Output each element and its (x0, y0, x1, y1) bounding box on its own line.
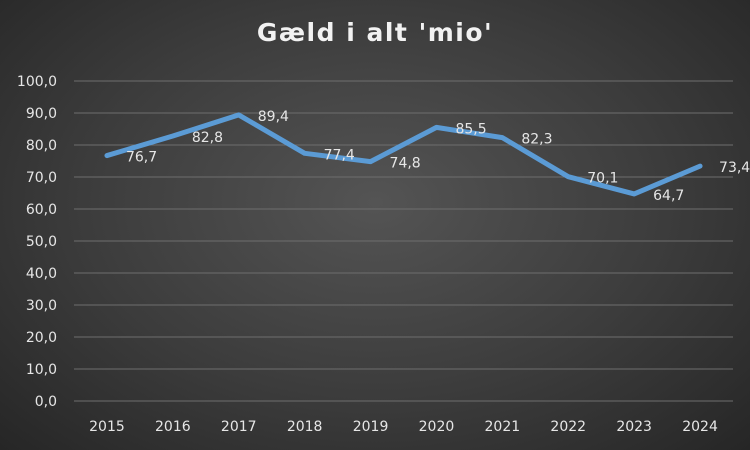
y-tick-label: 40,0 (26, 266, 57, 282)
y-tick-label: 50,0 (26, 234, 57, 250)
y-tick-label: 90,0 (26, 106, 57, 122)
x-tick-label: 2015 (89, 419, 125, 435)
series-line-path (104, 112, 703, 197)
data-label: 82,8 (192, 130, 223, 146)
data-label: 73,4 (719, 160, 750, 176)
data-label: 70,1 (587, 171, 618, 187)
data-label: 82,3 (521, 132, 552, 148)
x-tick-label: 2016 (155, 419, 191, 435)
y-axis: 0,0 10,0 20,0 30,0 40,0 50,0 60,0 70,0 80,0 90,0 1… (17, 74, 57, 410)
chart-title: Gæld i alt 'mio' (256, 18, 494, 47)
data-labels: 76,7 82,8 89,4 77,4 74,8 85,5 82,3 70,1 64,7 73,4 (126, 109, 750, 204)
data-label: 74,8 (390, 156, 421, 172)
y-tick-label: 20,0 (26, 330, 57, 346)
x-tick-label: 2020 (419, 419, 455, 435)
x-tick-label: 2017 (221, 419, 257, 435)
x-tick-label: 2022 (550, 419, 586, 435)
y-tick-label: 60,0 (26, 202, 57, 218)
series-line (104, 112, 703, 197)
gridlines (74, 80, 733, 402)
data-label: 85,5 (455, 121, 486, 137)
x-tick-label: 2024 (682, 419, 718, 435)
y-tick-label: 100,0 (17, 74, 57, 90)
y-tick-label: 0,0 (35, 394, 57, 410)
data-label: 89,4 (258, 109, 289, 125)
data-label: 77,4 (324, 147, 355, 163)
y-tick-label: 10,0 (26, 362, 57, 378)
x-axis: 2015 2016 2017 2018 2019 2020 2021 2022 2023 2024 (89, 419, 718, 435)
x-tick-label: 2021 (485, 419, 521, 435)
y-tick-label: 80,0 (26, 138, 57, 154)
data-label: 76,7 (126, 150, 157, 166)
x-tick-label: 2019 (353, 419, 389, 435)
y-tick-label: 70,0 (26, 170, 57, 186)
x-tick-label: 2023 (616, 419, 652, 435)
data-label: 64,7 (653, 188, 684, 204)
y-tick-label: 30,0 (26, 298, 57, 314)
x-tick-label: 2018 (287, 419, 323, 435)
